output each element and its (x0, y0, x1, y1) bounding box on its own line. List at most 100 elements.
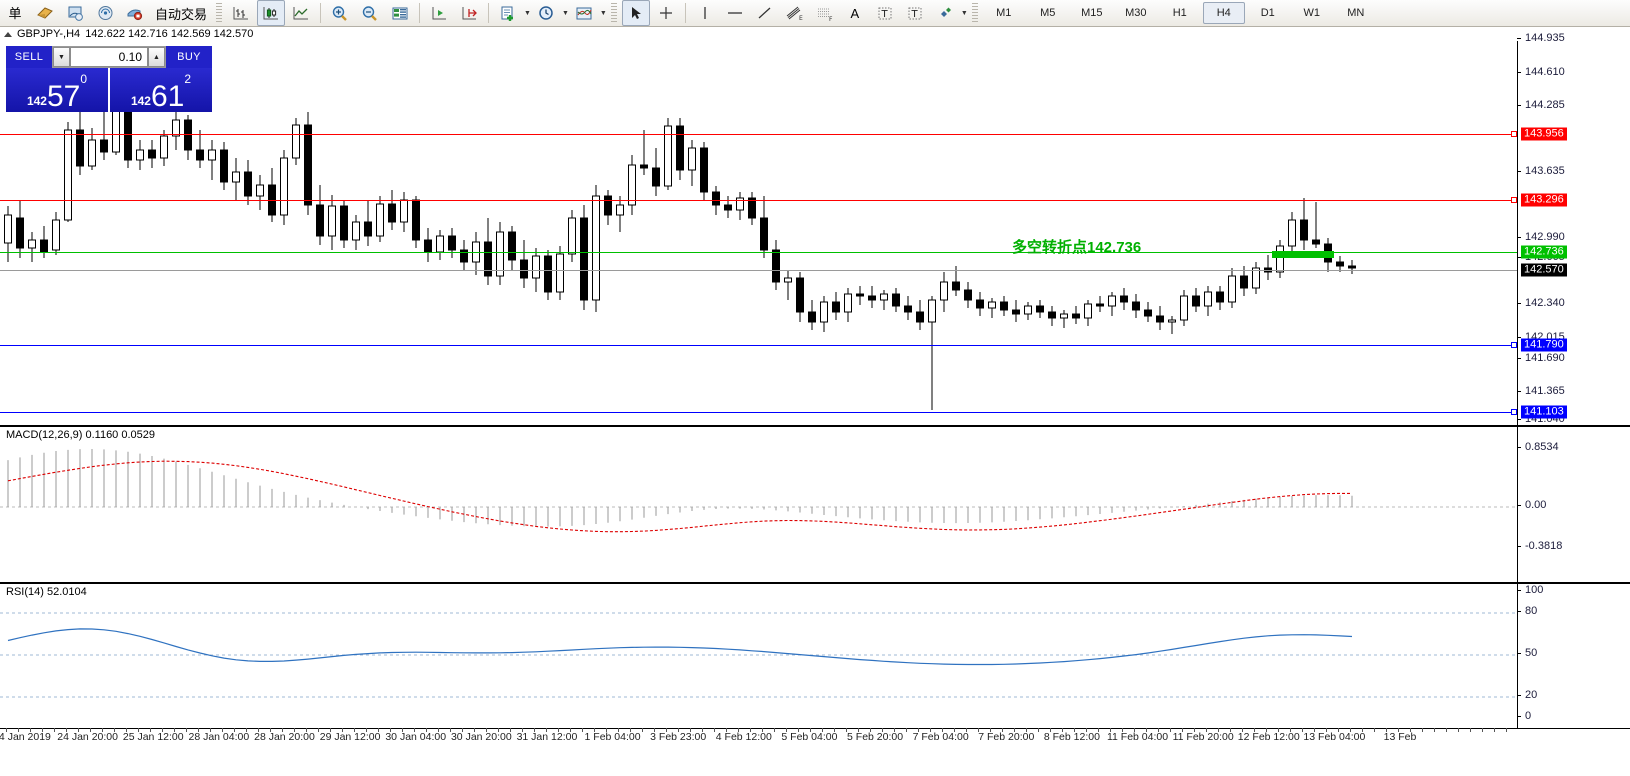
time-axis-tick (330, 728, 331, 732)
timeframe-w1[interactable]: W1 (1291, 2, 1333, 24)
volume-input[interactable]: 0.10 (70, 47, 148, 67)
price-tick: 141.365 (1517, 385, 1565, 397)
equidistant-channel-tool-button[interactable]: E (781, 0, 809, 26)
one-click-trading-panel[interactable]: SELL ▼ 0.10 ▲ BUY 142 57 0 142 61 2 (6, 46, 212, 112)
text-label-tool-button-2[interactable]: T (901, 0, 929, 26)
time-axis-tick (1218, 728, 1219, 732)
buy-price-display[interactable]: 142 61 2 (110, 68, 212, 112)
price-level-badge-current-price[interactable]: 142.570 (1521, 263, 1567, 277)
time-axis-label: 25 Jan 12:00 (122, 731, 184, 743)
vertical-line-icon (704, 6, 706, 19)
pivot-line-142736[interactable] (0, 252, 1517, 253)
timeframe-m30[interactable]: M30 (1115, 2, 1157, 24)
autotrading-button[interactable]: 自动交易 (150, 1, 212, 25)
time-axis-tick (918, 728, 919, 732)
toolbar-grip[interactable] (610, 3, 617, 23)
price-chart-panel[interactable] (0, 41, 1630, 423)
crosshair-tool-button[interactable] (652, 0, 680, 26)
time-axis-tick (1122, 728, 1123, 732)
resistance-line-143956[interactable] (0, 131, 1517, 137)
support-line-141790[interactable] (0, 342, 1517, 348)
price-level-badge-support[interactable]: 141.790 (1521, 338, 1567, 352)
metaeditor-button[interactable] (31, 0, 59, 26)
candlestick-chart-button[interactable] (257, 0, 286, 26)
data-window-button[interactable] (386, 0, 414, 26)
sell-button[interactable]: SELL (6, 46, 52, 68)
market-button[interactable] (121, 0, 149, 26)
time-axis-tick (30, 728, 31, 732)
line-anchor[interactable] (1511, 342, 1517, 348)
time-axis-tick (354, 728, 355, 732)
text-label-tool-button[interactable]: T (871, 0, 899, 26)
collapse-triangle-icon[interactable] (4, 31, 12, 37)
bar-chart-button[interactable] (227, 0, 255, 26)
rsi-tick-label: 100 (1525, 584, 1544, 596)
toolbar-grip[interactable] (971, 3, 978, 23)
text-a-icon: A (850, 5, 860, 21)
timeframe-mn[interactable]: MN (1335, 2, 1377, 24)
auto-scroll-button[interactable] (425, 0, 453, 26)
fibonacci-tool-button[interactable]: F (811, 0, 839, 26)
main-toolbar: 单 (0, 0, 1630, 27)
buy-big-figure: 142 (130, 94, 151, 108)
rsi-panel[interactable]: RSI(14) 52.0104 (0, 582, 1630, 728)
templates-caret-icon[interactable]: ▼ (524, 9, 531, 17)
time-axis-tick (1350, 728, 1351, 732)
toolbar-grip[interactable] (216, 3, 223, 23)
vertical-line-tool-button[interactable] (691, 0, 719, 26)
pivot-highlight-marker (1272, 251, 1334, 258)
data-center-button[interactable] (61, 0, 89, 26)
buy-button[interactable]: BUY (166, 46, 212, 68)
period-button[interactable] (532, 0, 560, 26)
time-axis-tick (1506, 728, 1507, 732)
resistance-line-143296[interactable] (0, 197, 1517, 203)
period-caret-icon[interactable]: ▼ (561, 9, 569, 17)
indicators-caret-icon[interactable]: ▼ (599, 9, 607, 17)
templates-button[interactable] (494, 0, 522, 26)
timeframe-d1[interactable]: D1 (1247, 2, 1289, 24)
macd-tick-label: -0.3818 (1525, 540, 1563, 552)
price-level-badge-resistance[interactable]: 143.956 (1521, 127, 1567, 141)
rsi-plot (0, 612, 1517, 698)
signals-button[interactable] (91, 0, 119, 26)
timeframe-h1[interactable]: H1 (1159, 2, 1201, 24)
cursor-tool-button[interactable] (621, 0, 650, 26)
new-order-button[interactable]: 单 (1, 0, 29, 26)
line-chart-button[interactable] (287, 0, 315, 26)
timeframe-m15[interactable]: M15 (1071, 2, 1113, 24)
support-line-141103[interactable] (0, 409, 1517, 415)
line-anchor[interactable] (1511, 409, 1517, 415)
volume-decrease-button[interactable]: ▼ (53, 47, 70, 67)
volume-stepper[interactable]: ▼ 0.10 ▲ (52, 46, 166, 68)
line-anchor[interactable] (1511, 131, 1517, 137)
price-candles (4, 70, 1356, 410)
objects-caret-icon[interactable]: ▼ (960, 9, 968, 17)
time-axis-tick (390, 728, 391, 732)
timeframe-m1[interactable]: M1 (983, 2, 1025, 24)
price-level-badge-resistance[interactable]: 143.296 (1521, 193, 1567, 207)
trendline-tool-button[interactable] (751, 0, 779, 26)
timeframe-m5[interactable]: M5 (1027, 2, 1069, 24)
time-axis-tick (714, 728, 715, 732)
objects-list-button[interactable] (931, 0, 959, 26)
rsi-tick-label: 20 (1525, 689, 1538, 701)
chart-shift-button[interactable] (455, 0, 483, 26)
indicators-button[interactable] (570, 0, 598, 26)
line-anchor[interactable] (1511, 197, 1517, 203)
text-tool-button[interactable]: A (841, 0, 869, 26)
pivot-annotation-label: 多空转折点142.736 (1012, 239, 1142, 256)
sell-price-display[interactable]: 142 57 0 (6, 68, 108, 112)
volume-increase-button[interactable]: ▲ (148, 47, 165, 67)
timeframe-label: M5 (1040, 7, 1056, 19)
zoom-out-button[interactable] (356, 0, 384, 26)
trendline-icon (758, 7, 771, 18)
zoom-in-button[interactable] (326, 0, 354, 26)
price-scale[interactable]: 144.935144.610144.285143.635142.990142.6… (1517, 0, 1627, 776)
price-level-badge-pivot[interactable]: 142.736 (1521, 245, 1567, 259)
chart-header: GBPJPY-,H4 142.622 142.716 142.569 142.5… (0, 27, 1630, 41)
macd-panel[interactable]: MACD(12,26,9) 0.1160 0.0529 (0, 425, 1630, 580)
time-axis-tick (1134, 728, 1135, 732)
price-level-badge-support[interactable]: 141.103 (1521, 405, 1567, 419)
timeframe-h4[interactable]: H4 (1202, 2, 1245, 24)
horizontal-line-tool-button[interactable] (721, 0, 749, 26)
